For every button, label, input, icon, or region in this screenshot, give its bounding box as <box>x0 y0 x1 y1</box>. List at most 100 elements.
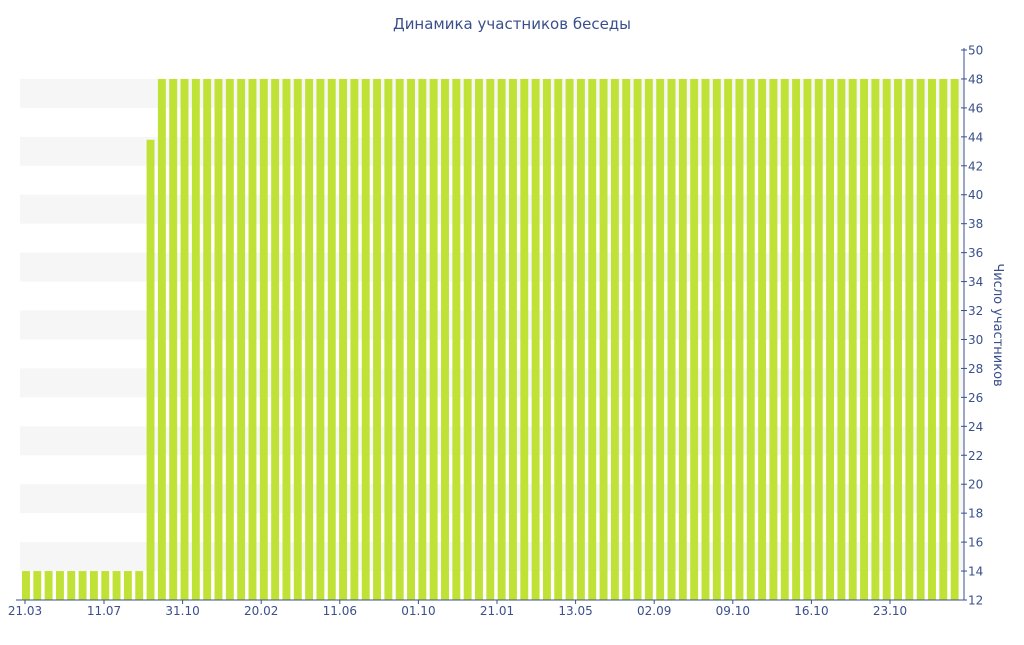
bar <box>758 78 767 600</box>
bar <box>565 78 574 600</box>
bar <box>305 78 314 600</box>
bar <box>384 78 393 600</box>
bar <box>905 78 914 600</box>
bar <box>293 78 302 600</box>
x-tick-label: 23.10 <box>873 604 907 618</box>
bar <box>894 78 902 600</box>
bar <box>554 78 563 600</box>
bar <box>373 78 382 600</box>
y-tick-label: 46 <box>968 101 983 115</box>
bar <box>792 78 801 600</box>
bar <box>44 571 53 600</box>
bar <box>55 571 64 600</box>
bar <box>724 78 733 600</box>
x-tick-label: 13.05 <box>558 604 592 618</box>
x-axis: 21.03 11.07 31.10 20.02 11.06 01.10 21.01 13.05… <box>8 599 964 618</box>
y-tick-label: 32 <box>968 304 983 318</box>
bar <box>78 571 87 600</box>
bar <box>497 78 506 600</box>
bar <box>950 78 959 600</box>
bar <box>463 78 472 600</box>
bar <box>22 571 30 600</box>
bar <box>610 78 619 600</box>
bar <box>644 78 653 600</box>
y-tick-label: 16 <box>968 536 983 550</box>
bar <box>259 78 268 600</box>
y-tick-label: 12 <box>968 594 983 608</box>
bar <box>237 78 246 600</box>
bar <box>429 78 438 600</box>
x-tick-label: 11.06 <box>323 604 357 618</box>
bar <box>916 78 925 600</box>
bar <box>508 78 517 600</box>
y-tick-label: 20 <box>968 478 983 492</box>
bar <box>656 78 665 600</box>
bar <box>588 78 597 600</box>
y-tick-label: 14 <box>968 565 983 579</box>
bar <box>248 78 257 600</box>
x-tick-label: 01.10 <box>401 604 435 618</box>
y-tick-label: 40 <box>968 188 983 202</box>
bar <box>407 78 415 600</box>
y-tick-label: 50 <box>968 44 983 58</box>
bar <box>350 78 359 600</box>
bar <box>735 78 744 600</box>
bar <box>67 571 76 600</box>
y-tick-label: 26 <box>968 391 983 405</box>
bar <box>928 78 936 600</box>
bar <box>327 78 336 600</box>
bar <box>701 78 710 600</box>
y-tick-label: 42 <box>968 159 983 173</box>
x-tick-label: 11.07 <box>87 604 121 618</box>
bar <box>939 78 948 600</box>
bar <box>520 78 529 600</box>
bar <box>89 571 98 600</box>
bar <box>871 78 880 600</box>
bar <box>191 78 200 600</box>
bar <box>271 78 280 600</box>
x-tick-label: 09.10 <box>716 604 750 618</box>
bar <box>576 78 585 600</box>
y-tick-label: 48 <box>968 72 983 86</box>
x-tick-label: 21.01 <box>480 604 514 618</box>
bar <box>146 139 155 601</box>
bar <box>33 571 42 600</box>
y-tick-label: 24 <box>968 420 983 434</box>
bar-series <box>22 78 959 601</box>
y-tick-label: 34 <box>968 275 983 289</box>
bar <box>169 78 178 600</box>
bar <box>837 78 846 600</box>
bar <box>542 78 551 600</box>
bar <box>225 78 234 600</box>
bar <box>769 78 778 600</box>
bar <box>667 78 676 600</box>
bar <box>475 78 483 600</box>
bar <box>803 78 812 600</box>
bar <box>339 78 348 600</box>
bar <box>622 78 631 600</box>
y-tick-label: 36 <box>968 246 983 260</box>
x-tick-label: 31.10 <box>165 604 199 618</box>
bar <box>452 78 461 600</box>
x-tick-label: 16.10 <box>794 604 828 618</box>
bar <box>690 78 699 600</box>
bar <box>123 571 132 600</box>
bar <box>814 78 823 600</box>
bar <box>848 78 857 600</box>
bar <box>214 78 223 600</box>
bar <box>882 78 891 600</box>
bar <box>101 571 110 600</box>
bar <box>395 78 404 600</box>
bar <box>157 78 166 600</box>
y-tick-label: 22 <box>968 449 983 463</box>
bar <box>282 78 291 600</box>
y-tick-label: 30 <box>968 333 983 347</box>
bar <box>780 78 789 600</box>
bar <box>203 78 212 600</box>
chart-title: Динамика участников беседы <box>393 15 631 33</box>
bar <box>826 78 835 600</box>
bar <box>599 78 608 600</box>
y-tick-label: 28 <box>968 362 983 376</box>
